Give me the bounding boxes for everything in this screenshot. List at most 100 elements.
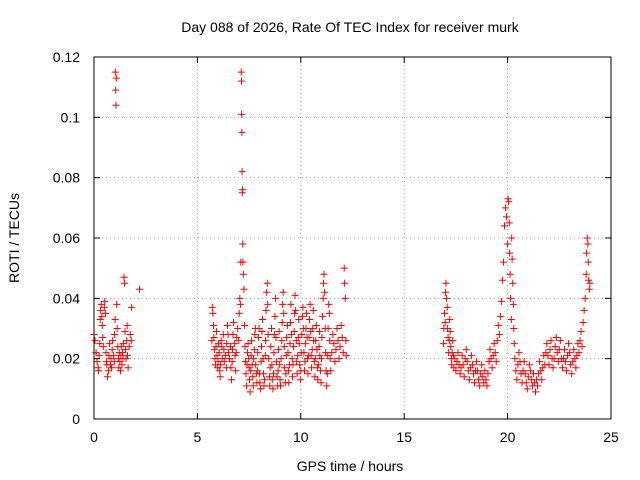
data-point xyxy=(481,367,489,375)
data-point xyxy=(442,279,450,287)
data-point xyxy=(511,355,519,363)
y-axis-label: ROTI / TECUs xyxy=(6,193,22,283)
data-point xyxy=(301,340,309,348)
data-point xyxy=(256,385,264,393)
data-point xyxy=(216,373,224,381)
data-point xyxy=(128,303,136,311)
data-point xyxy=(329,331,337,339)
data-point xyxy=(492,358,500,366)
data-point xyxy=(296,361,304,369)
data-point xyxy=(232,349,240,357)
data-point xyxy=(496,312,504,320)
data-point xyxy=(243,349,251,357)
data-point xyxy=(112,86,120,94)
data-point xyxy=(551,343,559,351)
data-point xyxy=(244,340,252,348)
data-point xyxy=(261,352,269,360)
data-point xyxy=(522,379,530,387)
data-point xyxy=(264,300,272,308)
data-point xyxy=(284,367,292,375)
data-point xyxy=(476,382,484,390)
data-point xyxy=(270,331,278,339)
data-point xyxy=(512,367,520,375)
data-point xyxy=(495,331,503,339)
data-point xyxy=(546,346,554,354)
data-point xyxy=(250,355,258,363)
data-point xyxy=(270,349,278,357)
data-point xyxy=(224,349,232,357)
data-point xyxy=(314,376,322,384)
data-point xyxy=(494,321,502,329)
data-point xyxy=(328,349,336,357)
data-point xyxy=(267,325,275,332)
data-point xyxy=(266,364,274,372)
data-point xyxy=(245,364,253,372)
data-point xyxy=(560,346,568,354)
data-point xyxy=(566,349,574,357)
data-point xyxy=(317,379,325,387)
y-tick-labels: 0 0.02 0.04 0.06 0.08 0.1 0.12 xyxy=(53,49,80,427)
data-point xyxy=(243,382,251,390)
data-point xyxy=(315,343,323,351)
data-point xyxy=(282,352,290,360)
data-point xyxy=(107,361,115,369)
data-point xyxy=(532,388,540,396)
data-point xyxy=(296,376,304,384)
data-point xyxy=(279,288,287,296)
data-point xyxy=(230,318,238,326)
data-point xyxy=(307,352,315,360)
y-tick-label: 0.08 xyxy=(53,170,80,186)
data-point xyxy=(248,337,256,345)
data-point xyxy=(491,349,499,357)
data-point xyxy=(261,376,269,384)
data-point xyxy=(586,279,594,287)
y-tick-label: 0.1 xyxy=(61,109,81,125)
data-point xyxy=(509,300,517,308)
data-point xyxy=(112,101,120,109)
y-tick-label: 0.06 xyxy=(53,230,80,246)
data-point xyxy=(239,240,247,248)
data-point xyxy=(468,361,476,369)
data-point xyxy=(113,325,121,332)
data-point xyxy=(109,337,117,345)
data-point xyxy=(479,373,487,381)
data-point xyxy=(313,364,321,372)
data-point xyxy=(97,300,105,308)
data-point xyxy=(342,352,350,360)
data-point xyxy=(291,309,299,317)
data-point xyxy=(113,300,121,308)
x-tick-label: 25 xyxy=(603,429,619,445)
data-point xyxy=(490,340,498,348)
data-point xyxy=(275,328,283,336)
data-point xyxy=(581,294,589,302)
data-point xyxy=(241,343,249,351)
data-point xyxy=(266,382,274,390)
data-point xyxy=(264,331,272,339)
data-point xyxy=(578,343,586,351)
data-point xyxy=(242,370,250,378)
data-point xyxy=(99,334,107,342)
data-point xyxy=(521,370,529,378)
data-point xyxy=(312,321,320,329)
grid-lines xyxy=(94,57,611,419)
data-point xyxy=(259,315,267,323)
data-point xyxy=(215,349,223,357)
data-point xyxy=(106,340,114,348)
data-point xyxy=(258,343,266,351)
data-point xyxy=(575,349,583,357)
data-point xyxy=(124,364,132,372)
data-point xyxy=(210,346,218,354)
data-point xyxy=(456,370,464,378)
data-point xyxy=(251,331,259,339)
data-point xyxy=(294,352,302,360)
data-point xyxy=(289,373,297,381)
data-point xyxy=(111,315,119,323)
data-point xyxy=(120,273,128,281)
data-point xyxy=(97,306,105,314)
data-point xyxy=(309,306,317,314)
data-point xyxy=(502,204,510,212)
data-point xyxy=(295,340,303,348)
data-point xyxy=(500,222,508,230)
data-point xyxy=(280,309,288,317)
data-point xyxy=(505,219,513,227)
